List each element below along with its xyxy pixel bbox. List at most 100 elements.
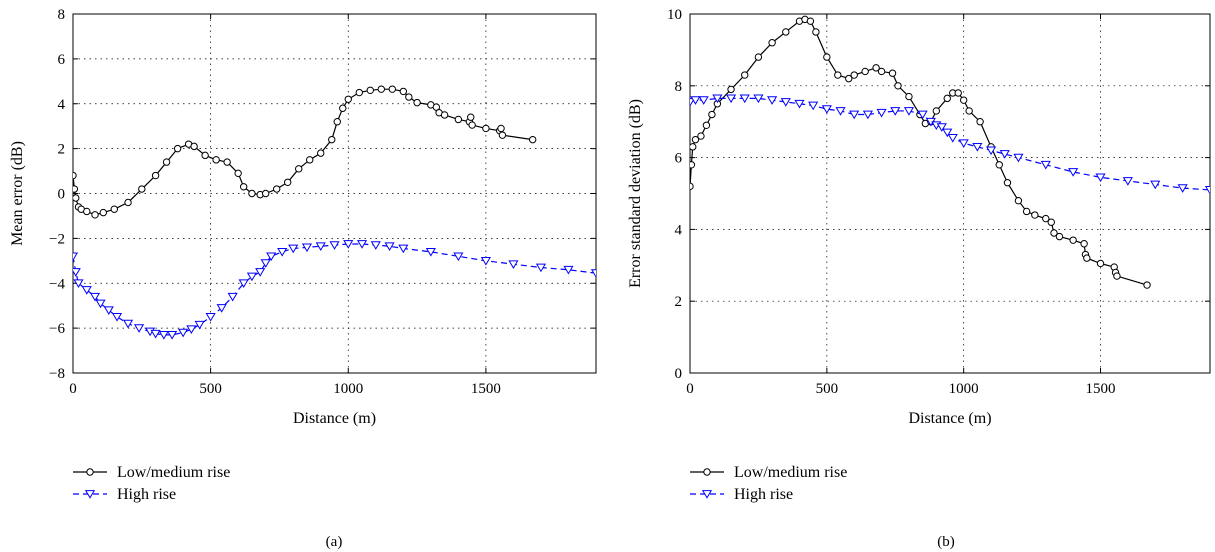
data-point (162, 158, 171, 166)
data-point (959, 96, 968, 104)
legend-label: High rise (117, 486, 176, 503)
data-point (1055, 232, 1064, 241)
data-point (339, 104, 347, 112)
data-point (377, 85, 385, 93)
x-axis-label: Distance (m) (293, 410, 376, 427)
y-tick-label: 2 (58, 142, 66, 158)
data-point (248, 189, 256, 198)
data-point (999, 150, 1010, 159)
data-point (985, 146, 997, 156)
data-point (932, 107, 941, 115)
data-point (413, 98, 421, 107)
data-point (122, 319, 134, 329)
data-point (158, 330, 169, 340)
data-point (1083, 254, 1091, 262)
data-point (894, 82, 902, 90)
data-point (942, 128, 953, 138)
data-point (328, 135, 336, 144)
data-point (806, 17, 815, 25)
data-point (370, 241, 381, 250)
data-point (388, 85, 397, 93)
data-point (1040, 160, 1051, 170)
data-point (888, 69, 897, 77)
data-point (480, 256, 491, 266)
data-point (965, 107, 973, 115)
data-point (1113, 272, 1121, 280)
y-tick-label: 4 (58, 97, 66, 113)
y-tick-label: −2 (49, 231, 65, 247)
data-point (972, 142, 983, 152)
x-tick-label: 1500 (1086, 381, 1116, 397)
y-tick-label: 2 (675, 294, 683, 310)
data-point (356, 240, 368, 249)
y-tick-label: 6 (675, 151, 683, 167)
legend-marker (701, 490, 713, 499)
y-tick-label: 8 (58, 7, 66, 23)
data-point (288, 244, 299, 254)
data-point (239, 183, 248, 191)
data-point (73, 171, 77, 180)
data-point (405, 93, 413, 101)
data-point (266, 252, 277, 262)
data-point (563, 265, 574, 275)
data-point (861, 67, 869, 76)
data-point (590, 269, 596, 278)
grid (73, 14, 596, 373)
data-point (468, 121, 476, 129)
data-point (698, 96, 709, 105)
data-point (89, 292, 101, 302)
x-tick-label: 0 (686, 381, 694, 397)
data-point (306, 156, 314, 164)
data-point (691, 135, 700, 144)
data-point (995, 161, 1003, 169)
data-point (890, 107, 901, 116)
data-point (1095, 173, 1106, 183)
data-point (398, 244, 409, 254)
y-axis-label: Error standard deviation (dB) (627, 99, 644, 288)
data-point (690, 161, 696, 169)
y-tick-label: −6 (49, 321, 65, 337)
data-point (1080, 240, 1088, 248)
data-point (227, 292, 238, 302)
data-point (821, 105, 832, 114)
x-tick-label: 1000 (333, 381, 363, 397)
data-point (343, 240, 354, 249)
legend-label: Low/medium rise (117, 464, 230, 481)
data-point (690, 143, 697, 151)
data-point (212, 156, 220, 164)
data-point (190, 142, 198, 151)
data-point (482, 124, 490, 133)
data-point (936, 123, 947, 132)
legend: Low/medium rise High rise (690, 464, 847, 503)
data-point (99, 208, 107, 217)
data-point (812, 28, 820, 36)
data-point (317, 149, 325, 157)
data-point (73, 252, 79, 262)
data-point (702, 121, 711, 129)
y-tick-label: 8 (675, 79, 683, 95)
data-point (808, 101, 819, 111)
data-point (1050, 229, 1058, 237)
data-point (384, 242, 395, 251)
data-point (1031, 211, 1039, 219)
data-point (767, 96, 778, 105)
data-point (73, 194, 80, 202)
y-tick-label: −4 (49, 276, 65, 292)
data-point (976, 118, 984, 126)
y-tick-label: −8 (49, 366, 65, 382)
data-point (1042, 214, 1050, 223)
data-point (849, 110, 860, 120)
data-point (73, 185, 79, 193)
panel-a: 0 500 1000 1500 −8 −6 −4 −2 0 2 4 6 8 Distance (m) Mea… (9, 7, 597, 550)
data-point (850, 71, 858, 79)
panel-caption: (a) (326, 534, 343, 550)
data-point (216, 304, 227, 313)
data-point (91, 211, 99, 219)
data-point (1022, 207, 1031, 216)
data-point (708, 110, 716, 119)
data-point (201, 151, 209, 160)
data-point (780, 98, 791, 107)
panel-b: 0 500 1000 1500 0 2 4 6 8 10 Distance (m) Error sta… (627, 7, 1211, 550)
plot-frame (689, 13, 1211, 374)
